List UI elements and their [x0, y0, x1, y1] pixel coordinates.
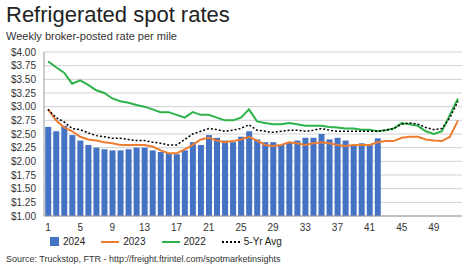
svg-text:$2.50: $2.50	[11, 129, 36, 140]
svg-text:$3.00: $3.00	[11, 101, 36, 112]
svg-text:1: 1	[45, 222, 51, 233]
svg-text:29: 29	[268, 222, 280, 233]
svg-text:$1.00: $1.00	[11, 211, 36, 222]
svg-text:$3.25: $3.25	[11, 88, 36, 99]
svg-text:$1.75: $1.75	[11, 170, 36, 181]
svg-text:17: 17	[171, 222, 183, 233]
html-text:Source: Truckstop, FTR - http:: Source: Truckstop, FTR - http://freight.…	[6, 254, 281, 264]
html-text:Refrigerated spot rates: Refrigerated spot rates	[6, 2, 230, 27]
svg-text:41: 41	[364, 222, 376, 233]
svg-text:45: 45	[396, 222, 408, 233]
svg-text:21: 21	[203, 222, 215, 233]
svg-text:37: 37	[332, 222, 344, 233]
html-text:2023: 2023	[123, 236, 146, 247]
svg-text:$1.25: $1.25	[11, 197, 36, 208]
svg-text:49: 49	[428, 222, 440, 233]
svg-text:9: 9	[110, 222, 116, 233]
html-text:2024: 2024	[63, 236, 86, 247]
svg-text:$2.25: $2.25	[11, 142, 36, 153]
svg-text:$2.00: $2.00	[11, 156, 36, 167]
svg-text:$2.75: $2.75	[11, 115, 36, 126]
svg-text:$3.50: $3.50	[11, 74, 36, 85]
html-text:2022: 2022	[183, 236, 206, 247]
svg-text:25: 25	[235, 222, 247, 233]
html-text:5-Yr Avg: 5-Yr Avg	[243, 236, 282, 247]
svg-text:13: 13	[139, 222, 151, 233]
svg-text:$1.50: $1.50	[11, 183, 36, 194]
html-text:Weekly broker-posted rate per: Weekly broker-posted rate per mile	[6, 30, 177, 42]
svg-text:$3.75: $3.75	[11, 60, 36, 71]
svg-text:$4.00: $4.00	[11, 47, 36, 58]
svg-text:33: 33	[300, 222, 312, 233]
svg-text:5: 5	[77, 222, 83, 233]
